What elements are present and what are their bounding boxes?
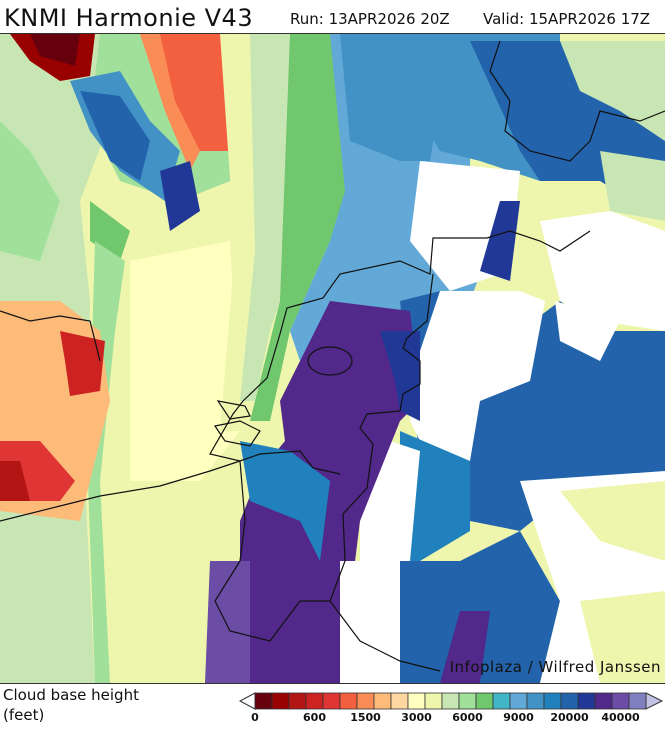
colorbar-tick-label: 3000 [401,711,432,724]
cloud-field [0,34,665,683]
colorbar-swatch [424,692,443,710]
colorbar-swatch [441,692,460,710]
colorbar-swatch [543,692,562,710]
colorbar-swatch [594,692,613,710]
colorbar-tick-label: 600 [303,711,326,724]
colorbar-swatch [390,692,409,710]
colorbar-under-arrow [238,692,256,710]
colorbar-swatch [509,692,528,710]
colorbar-tick-label: 20000 [550,711,589,724]
map-credit: Infoplaza / Wilfred Janssen [449,658,661,676]
colorbar-swatch [560,692,579,710]
colorbar-swatch [271,692,290,710]
colorbar-tick-label: 0 [251,711,259,724]
coastlines-and-borders [0,40,665,672]
colorbar-swatch [339,692,358,710]
legend-units: (feet) [3,706,45,724]
chart-title: KNMI Harmonie V43 [4,4,254,32]
colorbar-swatch [254,692,273,710]
legend-label: Cloud base height [3,686,139,704]
colorbar-swatch [526,692,545,710]
colorbar-swatch [492,692,511,710]
colorbar: 0 600 1500 3000 6000 9000 20000 40000 [238,692,664,724]
colorbar-swatch [628,692,647,710]
colorbar-over-arrow [645,692,664,710]
colorbar-swatch [577,692,596,710]
cloud-base-map [0,33,665,684]
colorbar-tick-label: 6000 [452,711,483,724]
colorbar-swatch [356,692,375,710]
run-time: Run: 13APR2026 20Z [290,10,450,28]
colorbar-swatch [288,692,307,710]
colorbar-swatch [458,692,477,710]
colorbar-tick-label: 9000 [503,711,534,724]
colorbar-swatch [373,692,392,710]
colorbar-swatch [407,692,426,710]
colorbar-swatch [305,692,324,710]
colorbar-tick-label: 40000 [601,711,640,724]
colorbar-swatch [322,692,341,710]
colorbar-swatch [475,692,494,710]
colorbar-swatch [611,692,630,710]
colorbar-tick-label: 1500 [350,711,381,724]
valid-time: Valid: 15APR2026 17Z [483,10,651,28]
